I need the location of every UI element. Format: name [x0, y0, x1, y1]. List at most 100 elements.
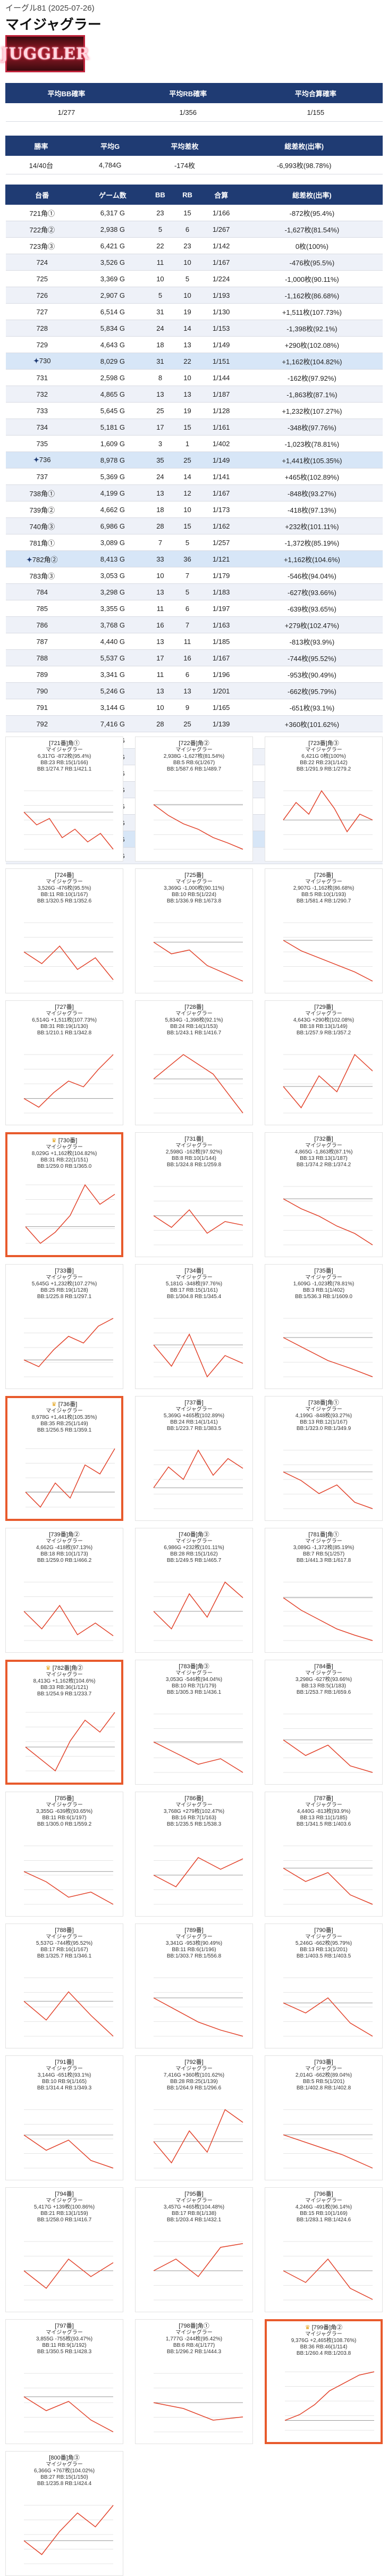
table-cell: 1/153 [201, 320, 242, 337]
machine-chart-card[interactable]: [788番] マイジャグラー 5,537G -744枚(95.52%) BB:17 R… [5, 1923, 123, 2048]
machine-chart-card[interactable]: [783番]角③ マイジャグラー 3,053G -546枚(94.04%) BB:10… [135, 1660, 253, 1785]
table-row[interactable]: 790 5,246 G 13 13 1/201 -662枚(95.79%) [5, 682, 383, 699]
table-row[interactable]: 725 3,369 G 10 5 1/224 -1,000枚(90.11%) [5, 270, 383, 287]
table-row[interactable]: 786 3,768 G 16 7 1/163 +279枚(102.47%) [5, 616, 383, 633]
table-cell: -1,000枚(90.11%) [241, 270, 383, 287]
card-l3: BB:1/341.5 RB:1/403.6 [296, 1821, 351, 1827]
table-row[interactable]: 733 5,645 G 25 19 1/128 +1,232枚(107.27%) [5, 402, 383, 419]
machine-chart-card[interactable]: [781番]角① マイジャグラー 3,089G -1,372枚(85.19%) BB:… [265, 1528, 383, 1653]
table-row[interactable]: 787 4,440 G 13 11 1/185 -813枚(93.9%) [5, 633, 383, 650]
table-row[interactable]: 724 3,526 G 11 10 1/167 -476枚(95.5%) [5, 254, 383, 271]
table-row[interactable]: 732 4,865 G 13 13 1/187 -1,863枚(87.1%) [5, 386, 383, 403]
table-row[interactable]: 722角② 2,938 G 5 6 1/267 -1,627枚(81.54%) [5, 221, 383, 238]
card-machine-number: [783番]角③ [179, 1663, 209, 1670]
card-title: [727番] [6, 1004, 123, 1011]
machine-chart-card[interactable]: [740番]角③ マイジャグラー 6,986G +232枚(101.11%) BB:2… [135, 1528, 253, 1653]
table-row[interactable]: 723角③ 6,421 G 22 23 1/142 0枚(100%) [5, 237, 383, 254]
table-row[interactable]: 791 3,144 G 10 9 1/165 -651枚(93.1%) [5, 699, 383, 716]
table-row[interactable]: 726 2,907 G 5 10 1/193 -1,162枚(86.68%) [5, 287, 383, 304]
table-row[interactable]: 728 5,834 G 24 14 1/153 -1,398枚(92.1%) [5, 320, 383, 337]
cell-text: 11 [156, 258, 164, 266]
machine-chart-card[interactable]: [798番]角① マイジャグラー 1,777G -244枚(95.42%) BB:6 … [135, 2319, 253, 2444]
card-name: マイジャグラー [46, 747, 83, 753]
machine-chart-card[interactable]: [726番] マイジャグラー 2,907G -1,162枚(86.68%) BB:5 … [265, 868, 383, 993]
machine-chart-card[interactable]: [739番]角② マイジャグラー 4,662G -418枚(97.13%) BB:18… [5, 1528, 123, 1653]
table-row[interactable]: 727 6,514 G 31 19 1/130 +1,511枚(107.73%) [5, 303, 383, 320]
machine-chart-card[interactable]: [734番] マイジャグラー 5,181G -348枚(97.76%) BB:17 R… [135, 1264, 253, 1389]
cell-text: 17 [156, 423, 164, 431]
machine-chart-card[interactable]: [800番]角③ マイジャグラー 6,366G +767枚(104.02%) BB:2… [5, 2451, 123, 2576]
table-row[interactable]: 783角③ 3,053 G 10 7 1/179 -546枚(94.04%) [5, 567, 383, 584]
machine-chart-card[interactable]: [795番] マイジャグラー 3,457G +465枚(104.48%) BB:17 … [135, 2187, 253, 2312]
machine-chart-card[interactable]: [728番] マイジャグラー 5,834G -1,398枚(92.1%) BB:24 … [135, 1000, 253, 1125]
table-row[interactable]: 731 2,598 G 8 10 1/144 -162枚(97.92%) [5, 369, 383, 386]
machine-chart-card[interactable]: ♛ [730番] マイジャグラー 8,029G +1,162枚(104.82%) BB… [5, 1132, 123, 1257]
machine-chart-card[interactable]: [731番] マイジャグラー 2,598G -162枚(97.92%) BB:8 RB… [135, 1132, 253, 1257]
machine-chart-card[interactable]: [791番] マイジャグラー 3,144G -651枚(93.1%) BB:10 RB… [5, 2055, 123, 2180]
machine-chart-card[interactable]: [786番] マイジャグラー 3,768G +279枚(102.47%) BB:16 … [135, 1792, 253, 1917]
table-row[interactable]: 721角① 6,317 G 23 15 1/166 -872枚(95.4%) [5, 204, 383, 221]
machine-chart-card[interactable]: [789番] マイジャグラー 3,341G -953枚(90.49%) BB:11 R… [135, 1923, 253, 2048]
table-cell: 10 [146, 699, 174, 716]
cell-text: 22 [156, 241, 164, 250]
logo-text: JUGGLER [1, 44, 90, 63]
table-row[interactable]: ✦736 8,978 G 35 25 1/149 +1,441枚(105.35%) [5, 451, 383, 469]
table-row[interactable]: 729 4,643 G 18 13 1/149 +290枚(102.08%) [5, 336, 383, 353]
machine-chart-card[interactable]: [792番] マイジャグラー 7,416G +360枚(101.62%) BB:28 … [135, 2055, 253, 2180]
card-title: [729番] [265, 1004, 382, 1011]
table-row[interactable]: 792 7,416 G 28 25 1/139 +360枚(101.62%) [5, 715, 383, 732]
machine-chart-card[interactable]: [722番]角② マイジャグラー 2,938G -1,627枚(81.54%) BB:… [135, 737, 253, 862]
cell-text: 1/161 [212, 423, 230, 431]
table-row[interactable]: ✦730 8,029 G 31 22 1/151 +1,162枚(104.82%) [5, 353, 383, 370]
machine-chart-card[interactable]: [738番]角① マイジャグラー 4,199G -848枚(93.27%) BB:13… [265, 1396, 383, 1521]
table-row[interactable]: 789 3,341 G 11 6 1/196 -953枚(90.49%) [5, 666, 383, 683]
table-row[interactable]: 734 5,181 G 17 15 1/161 -348枚(97.76%) [5, 419, 383, 436]
table-row[interactable]: ✦782角② 8,413 G 33 36 1/121 +1,162枚(104.6%) [5, 550, 383, 567]
machine-chart-card[interactable]: ♛ [782番]角② マイジャグラー 8,413G +1,162枚(104.6%) B… [5, 1660, 123, 1785]
machine-chart-card[interactable]: [723番]角③ マイジャグラー 6,421G 0枚(100%) BB:22 RB:2… [265, 737, 383, 862]
table-row[interactable]: 740角③ 6,986 G 28 15 1/162 +232枚(101.11%) [5, 517, 383, 534]
machine-chart-card[interactable]: [784番] マイジャグラー 3,298G -627枚(93.66%) BB:13 R… [265, 1660, 383, 1785]
cell-text: 1/162 [212, 522, 230, 530]
machine-chart-card[interactable]: [796番] マイジャグラー 4,246G -491枚(96.14%) BB:15 R… [265, 2187, 383, 2312]
card-trend-chart [283, 922, 373, 982]
machine-chart-card[interactable]: [727番] マイジャグラー 6,514G +1,511枚(107.73%) BB:3… [5, 1000, 123, 1125]
card-l3: BB:1/374.2 RB:1/374.2 [296, 1162, 351, 1168]
machine-chart-card[interactable]: ♛ [736番] マイジャグラー 8,978G +1,441枚(105.35%) BB… [5, 1396, 123, 1521]
card-machine-number: [790番] [314, 1927, 333, 1934]
machine-chart-card[interactable]: [735番] マイジャグラー 1,609G -1,023枚(78.81%) BB:3 … [265, 1264, 383, 1389]
table-row[interactable]: 739角② 4,662 G 18 10 1/173 -418枚(97.13%) [5, 501, 383, 518]
table-row[interactable]: 737 5,369 G 24 14 1/141 +465枚(102.89%) [5, 468, 383, 485]
machine-chart-card[interactable]: [732番] マイジャグラー 4,865G -1,863枚(87.1%) BB:13 … [265, 1132, 383, 1257]
table-row[interactable]: 735 1,609 G 3 1 1/402 -1,023枚(78.81%) [5, 435, 383, 452]
machine-chart-card[interactable]: [790番] マイジャグラー 5,246G -662枚(95.79%) BB:13 R… [265, 1923, 383, 2048]
card-title: [796番] [265, 2191, 382, 2198]
card-l2: BB:17 RB:8(1/138) [172, 2211, 216, 2217]
table-cell: 13 [146, 386, 174, 403]
card-l2: BB:5 RB:6(1/267) [173, 760, 215, 766]
table-row[interactable]: 788 5,537 G 17 16 1/167 -744枚(95.52%) [5, 649, 383, 666]
machine-chart-card[interactable]: [785番] マイジャグラー 3,355G -639枚(93.65%) BB:11 R… [5, 1792, 123, 1917]
machine-chart-card[interactable]: [794番] マイジャグラー 5,417G +139枚(100.86%) BB:21 … [5, 2187, 123, 2312]
machine-chart-card[interactable]: [721番]角① マイジャグラー 6,317G -872枚(95.4%) BB:23 … [5, 737, 123, 862]
machine-chart-card[interactable]: ♛ [799番]角② マイジャグラー 9,376G +2,465枚(108.76%)… [265, 2319, 383, 2444]
card-machine-number: [734番] [184, 1268, 204, 1274]
machine-chart-card[interactable]: [797番] マイジャグラー 3,855G -755枚(93.47%) BB:11 R… [5, 2319, 123, 2444]
machine-chart-card[interactable]: [724番] マイジャグラー 3,526G -476枚(95.5%) BB:11 RB… [5, 868, 123, 993]
table-header: RB [173, 185, 201, 205]
machine-chart-card[interactable]: [787番] マイジャグラー 4,440G -813枚(93.9%) BB:13 RB… [265, 1792, 383, 1917]
table-row[interactable]: 785 3,355 G 11 6 1/197 -639枚(93.65%) [5, 600, 383, 617]
table-cell: 1/257 [201, 534, 242, 551]
card-l1: 6,421G 0枚(100%) [301, 754, 346, 759]
table-row[interactable]: 781角① 3,089 G 7 5 1/257 -1,372枚(85.19%) [5, 534, 383, 551]
machine-chart-card[interactable]: [729番] マイジャグラー 4,643G +290枚(102.08%) BB:18 … [265, 1000, 383, 1125]
machine-chart-card[interactable]: [733番] マイジャグラー 5,645G +1,232枚(107.27%) BB:2… [5, 1264, 123, 1389]
table-cell: 36 [173, 550, 201, 567]
table-row[interactable]: 784 3,298 G 13 5 1/183 -627枚(93.66%) [5, 583, 383, 600]
trend-line [153, 1997, 243, 2037]
card-l1: 3,855G -755枚(93.47%) [36, 2336, 93, 2342]
machine-chart-card[interactable]: [725番] マイジャグラー 3,369G -1,000枚(90.11%) BB:10… [135, 868, 253, 993]
machine-chart-card[interactable]: [737番] マイジャグラー 5,369G +465枚(102.89%) BB:24 … [135, 1396, 253, 1521]
machine-chart-card[interactable]: [793番] マイジャグラー 2,014G -662枚(89.04%) BB:5 RB… [265, 2055, 383, 2180]
table-row[interactable]: 738角① 4,199 G 13 12 1/167 -848枚(93.27%) [5, 484, 383, 501]
